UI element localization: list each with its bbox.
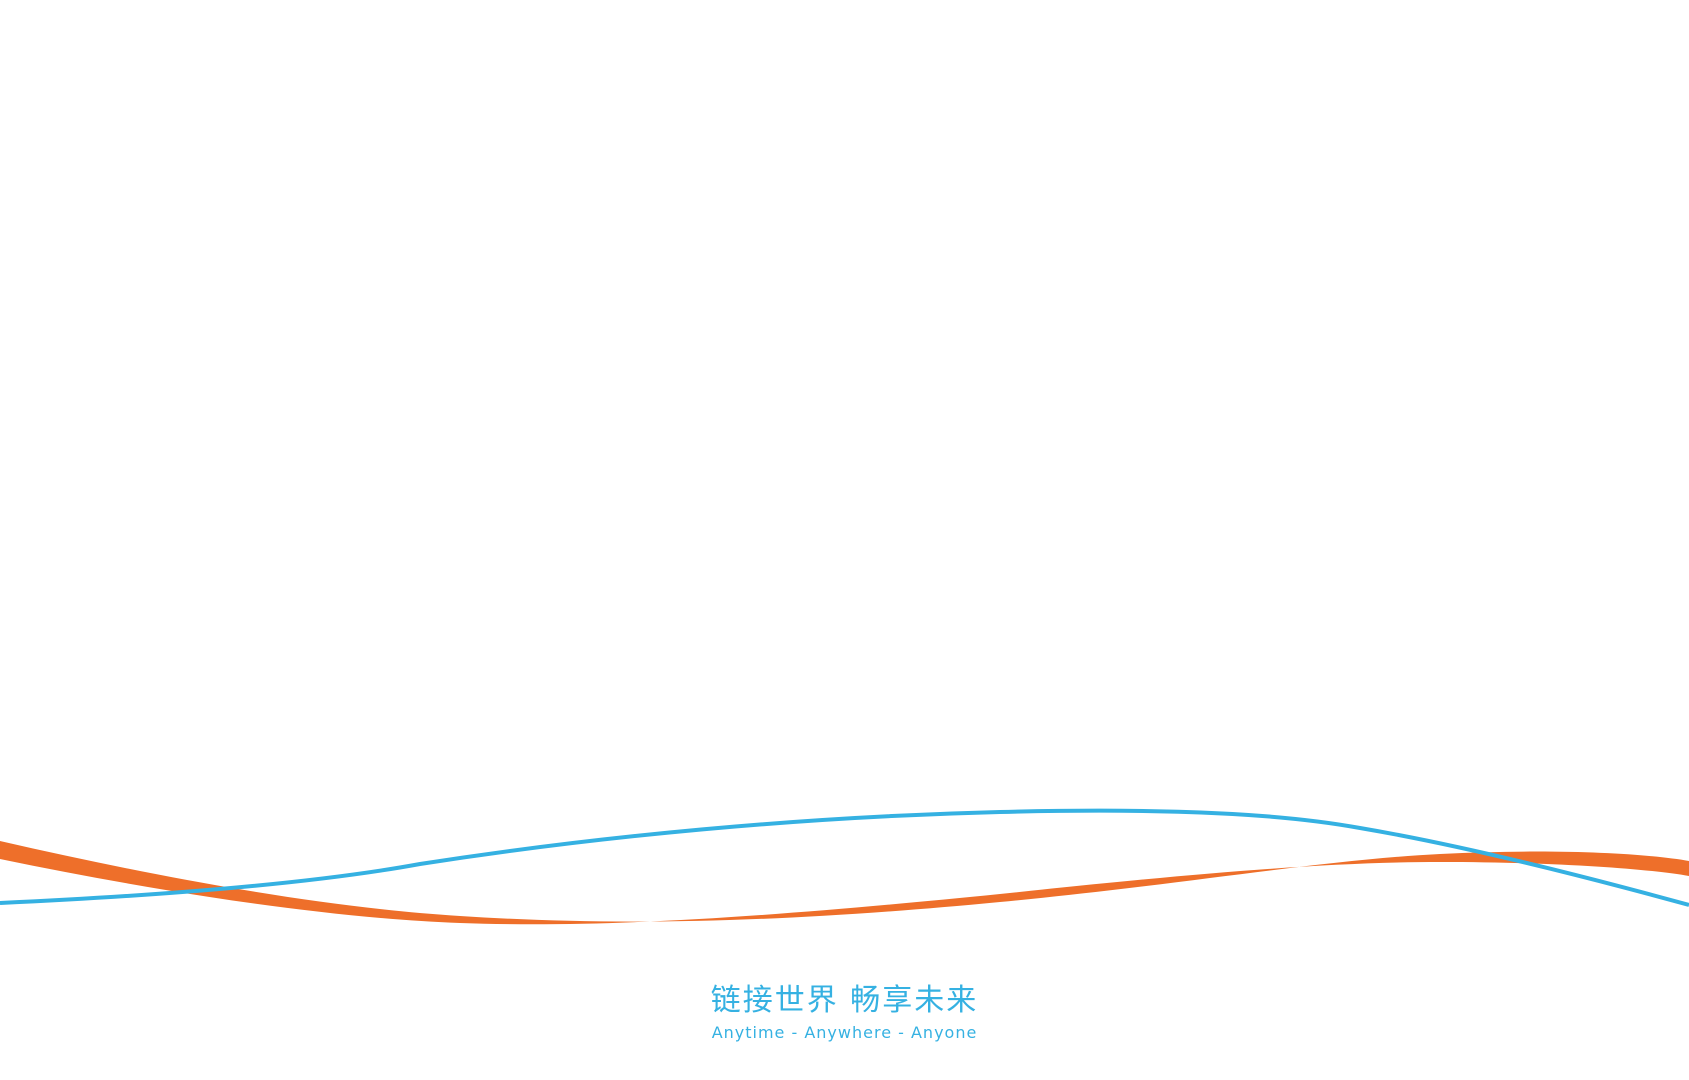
orange-wave xyxy=(0,841,1689,925)
slogan-chinese: 链接世界 畅享未来 xyxy=(710,983,979,1018)
slogan-english: Anytime - Anywhere - Anyone xyxy=(711,1023,978,1042)
blue-wave xyxy=(0,808,1689,907)
